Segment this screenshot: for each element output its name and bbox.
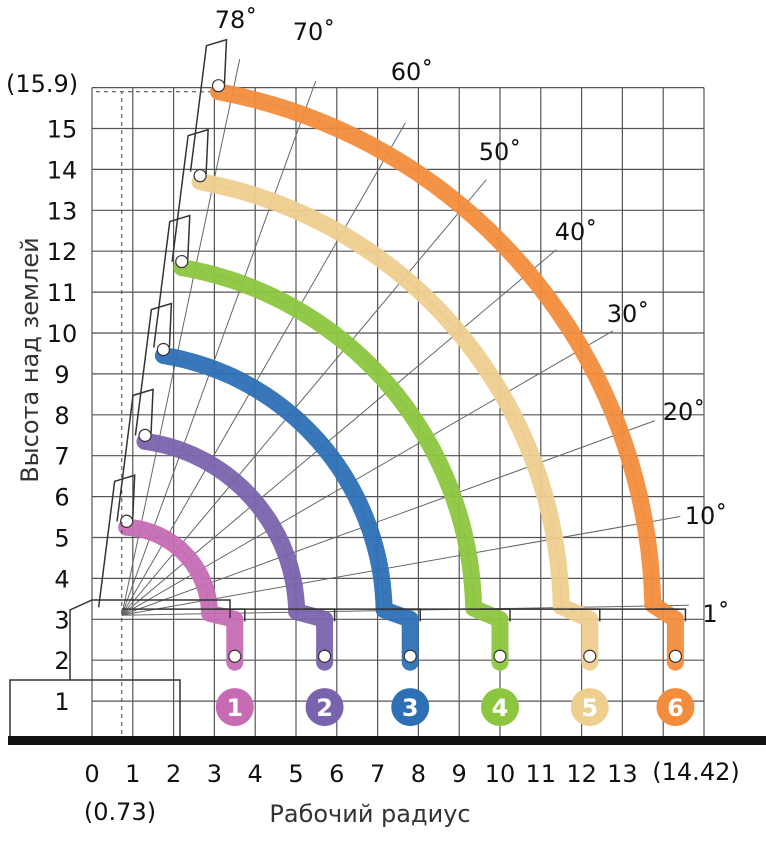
y-tick-label: 13 [47,197,78,225]
boom-vertical-outline [134,302,173,436]
series-group: 1 2 3 4 5 6 [118,79,695,727]
series-3-end-hook [403,649,417,663]
x-axis-label: Рабочий радиус [269,800,470,828]
series-3-badge [391,688,430,727]
series-1-curve [118,518,244,671]
y-tick-label: 15 [47,116,78,144]
y-axis-label: Высота над землей [16,237,44,483]
boom-angle-label: 50˚ [479,138,522,166]
x-tick-label: 11 [526,760,557,788]
series-1-badge [215,688,254,727]
y-tick-label: 1 [54,688,69,716]
y-tick-label: 11 [47,279,78,307]
x-tick-label: 3 [207,760,222,788]
boom-vertical-outline [171,128,209,262]
min-radius-label: (0.73) [84,798,156,826]
series-2-curve [136,432,334,671]
y-tick-label: 5 [54,525,69,553]
y-tick-label: 10 [47,320,78,348]
series-2-badge [305,688,344,727]
series-2-hook [138,428,152,442]
x-tick-label: 1 [125,760,140,788]
boom-angle-label: 30˚ [607,300,650,328]
x-tick-label: 13 [607,760,638,788]
boom-vertical-outline [97,474,136,608]
series-5-badge-label: 5 [581,694,598,722]
x-tick-label: 12 [566,760,597,788]
x-tick-label: 7 [370,760,385,788]
series-3-badge-label: 3 [402,694,419,722]
x-tick-label: 5 [288,760,303,788]
boom-angle-label: 20˚ [663,398,706,426]
series-6-hook [211,79,226,93]
y-tick-label: 6 [54,484,69,512]
series-6-curve [210,83,684,671]
boom-angle-label: 40˚ [555,218,598,246]
boom-vertical-outline [153,214,191,348]
x-tick-label: 4 [248,760,263,788]
x-tick-label: 6 [329,760,344,788]
series-3-curve [154,347,419,671]
y-tick-label: 9 [54,361,69,389]
series-2-badge-label: 2 [316,694,333,722]
x-tick-label: 0 [84,760,99,788]
y-tick-label: 8 [54,402,69,430]
boom-angle-label: 60˚ [391,58,434,86]
x-tick-label: 8 [411,760,426,788]
series-4-badge-label: 4 [492,694,509,722]
series-5-badge [570,688,609,727]
y-tick-label: 4 [54,565,69,593]
series-5-curve [191,173,599,671]
crane-base [69,599,231,680]
series-4-hook [175,254,189,269]
x-tick-label: 2 [166,760,181,788]
series-5-end-hook [583,649,597,663]
boom-angle-label: 1˚ [702,600,729,628]
series-1-hook [120,514,134,528]
series-1-end-hook [228,649,242,663]
series-3-hook [156,342,170,357]
max-height-label: (15.9) [6,70,78,98]
series-2-end-hook [317,649,332,663]
series-4-end-hook [493,649,507,663]
boom-angle-label: 10˚ [685,502,728,530]
truck-body [9,679,181,736]
series-1-badge-label: 1 [226,694,243,722]
truck-outline [9,91,231,742]
y-tick-label: 2 [54,647,69,675]
series-6-badge-label: 6 [667,694,684,722]
x-tick-label: 9 [452,760,467,788]
max-radius-label: (14.42) [652,758,739,786]
ground-line [8,736,766,745]
boom-angle-label: 70˚ [293,18,336,46]
series-4-curve [173,259,509,671]
y-tick-label: 12 [47,238,78,266]
boom-vertical-outline [189,38,228,172]
series-5-hook [193,169,207,183]
series-6-badge [656,688,695,727]
labels-group: 78˚ 70˚60˚50˚40˚30˚20˚10˚1˚0 1 2 3 4 5 6 7 8 9 10 11… [47,6,730,788]
y-tick-label: 7 [54,443,69,471]
series-4-badge [481,688,519,727]
boom-outlines [97,38,687,622]
y-tick-label: 3 [54,606,69,634]
series-6-end-hook [668,649,683,663]
x-tick-label: 10 [485,760,516,788]
boom-vertical-outline [116,388,154,522]
boom-angle-label: 78˚ [215,6,258,34]
y-tick-label: 14 [47,156,78,184]
